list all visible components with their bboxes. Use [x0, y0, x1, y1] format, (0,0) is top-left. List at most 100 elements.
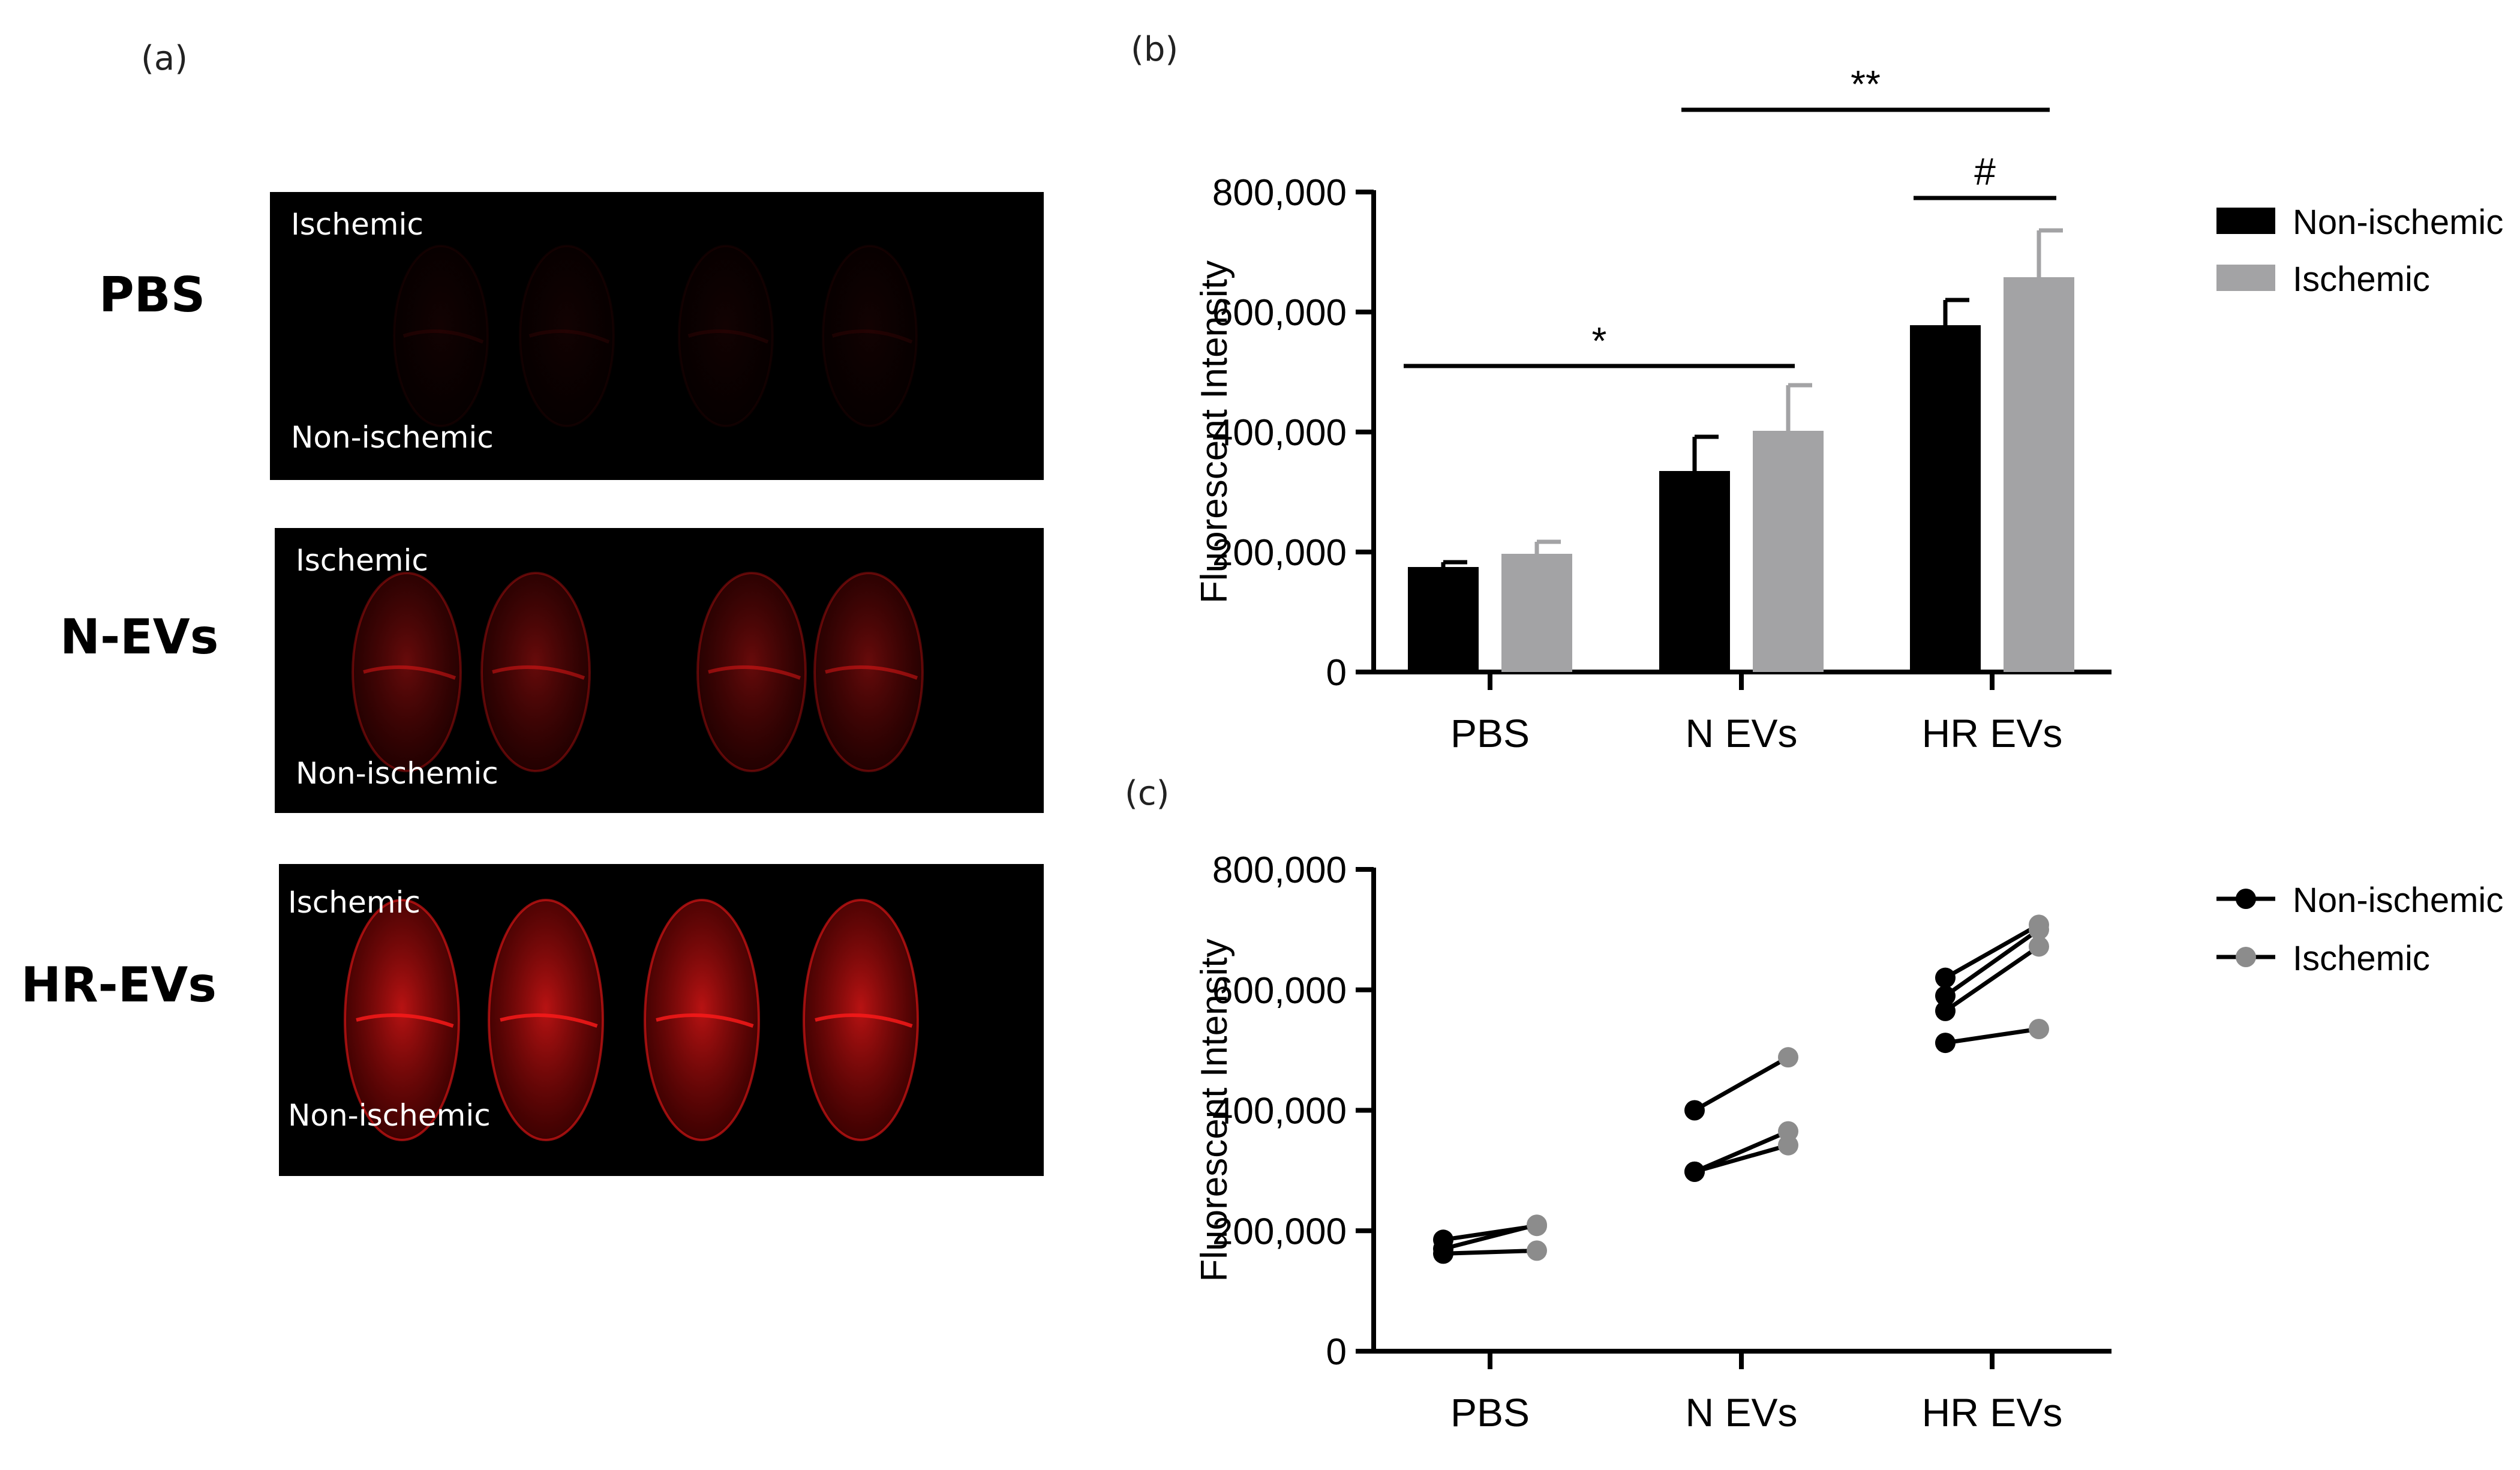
brain-slice — [813, 572, 924, 772]
point-ischemic — [2029, 919, 2049, 940]
bar — [1659, 471, 1730, 672]
bar — [1501, 554, 1572, 672]
point-ischemic — [1778, 1135, 1798, 1156]
tissue-slices-pbs — [393, 245, 918, 427]
point-non-ischemic — [1935, 1033, 1956, 1054]
panel-label-b: (b) — [1131, 30, 1179, 69]
slice-midline — [363, 665, 456, 680]
y-tick-label: 800,000 — [1212, 172, 1347, 214]
row-label-n-evs: N-EVs — [60, 609, 219, 665]
legend-marker — [2236, 889, 2256, 909]
legend-marker — [2236, 947, 2256, 967]
pair-line — [1693, 1055, 1789, 1112]
pair-line — [1945, 1027, 2040, 1045]
point-non-ischemic — [1433, 1243, 1453, 1264]
bar — [1910, 325, 1981, 672]
bar-chart: 0 200,000 400,000 600,000 800,000 PBS N EVs HR … — [1194, 62, 2503, 755]
y-tick-label: 0 — [1326, 1331, 1347, 1373]
y-tick-label: 600,000 — [1212, 292, 1347, 334]
slice-midline — [492, 665, 585, 680]
paired-line-chart: 0 200,000 400,000 600,000 800,000 PBS N EVs HR … — [1194, 850, 2503, 1435]
panel-label-c: (c) — [1125, 774, 1170, 813]
y-tick-label: 0 — [1326, 652, 1347, 694]
y-axis-title: Fluorescent Intensity — [1194, 938, 1235, 1282]
ischemic-label: Ischemic — [288, 885, 420, 920]
x-tick-label: PBS — [1450, 1390, 1530, 1435]
y-tick-label: 200,000 — [1212, 532, 1347, 574]
point-ischemic — [1527, 1214, 1547, 1235]
slice-midline — [500, 1013, 598, 1028]
pair-line — [1694, 1143, 1789, 1174]
image-n-evs: Ischemic Non-ischemic — [275, 528, 1044, 813]
non-ischemic-label: Non-ischemic — [291, 420, 494, 455]
tissue-slices-hr-evs — [344, 899, 919, 1141]
y-tick-label: 800,000 — [1212, 850, 1347, 891]
pair-line — [1944, 944, 2040, 1013]
slice-midline — [403, 329, 484, 344]
slice-midline — [687, 329, 769, 344]
brain-slice — [803, 899, 919, 1141]
image-hr-evs: Ischemic Non-ischemic — [279, 864, 1044, 1176]
slice-midline — [656, 1013, 754, 1028]
point-non-ischemic — [1684, 1100, 1705, 1121]
y-tick-label: 200,000 — [1212, 1211, 1347, 1252]
non-ischemic-label: Non-ischemic — [296, 756, 498, 791]
slice-midline — [356, 1013, 454, 1028]
brain-slice — [352, 572, 462, 772]
row-label-pbs: PBS — [99, 267, 206, 323]
panel-label-a: (a) — [141, 39, 188, 78]
legend-label: Non-ischemic — [2293, 881, 2503, 920]
ischemic-label: Ischemic — [296, 543, 428, 578]
brain-slice — [480, 572, 591, 772]
slice-midline — [528, 329, 610, 344]
slice-midline — [825, 665, 918, 680]
brain-slice — [696, 572, 807, 772]
point-non-ischemic — [1935, 985, 1956, 1006]
brain-slice — [519, 245, 615, 427]
slice-midline — [708, 665, 801, 680]
significance-label: ** — [1851, 62, 1881, 106]
legend-swatch — [2216, 208, 2275, 234]
point-ischemic — [2029, 1018, 2049, 1039]
point-non-ischemic — [1684, 1161, 1705, 1182]
x-tick-label: PBS — [1450, 711, 1530, 755]
y-tick-label: 400,000 — [1212, 1091, 1347, 1132]
non-ischemic-label: Non-ischemic — [288, 1098, 491, 1133]
brain-slice — [644, 899, 760, 1141]
legend-label: Ischemic — [2293, 260, 2430, 299]
y-tick-label: 600,000 — [1212, 970, 1347, 1012]
x-tick-label: HR EVs — [1922, 711, 2063, 755]
x-tick-label: HR EVs — [1922, 1390, 2063, 1435]
point-non-ischemic — [1935, 1000, 1956, 1021]
brain-slice — [344, 899, 460, 1141]
significance-label: # — [1974, 150, 1996, 193]
x-tick-label: N EVs — [1685, 1390, 1797, 1435]
slice-midline — [815, 1013, 913, 1028]
image-pbs: Ischemic Non-ischemic — [270, 192, 1044, 480]
y-axis-title: Fluorescent Intensity — [1194, 260, 1235, 604]
pair-line — [1443, 1222, 1537, 1251]
point-ischemic — [1527, 1240, 1547, 1261]
pair-line — [1944, 928, 2041, 998]
point-non-ischemic — [1935, 967, 1956, 988]
tissue-slices-n-evs — [352, 572, 924, 772]
brain-slice — [393, 245, 489, 427]
pair-line — [1944, 923, 2040, 980]
significance-label: * — [1592, 319, 1607, 362]
legend-label: Ischemic — [2293, 939, 2430, 978]
bar — [1753, 431, 1824, 672]
y-tick-label: 400,000 — [1212, 412, 1347, 454]
point-ischemic — [1778, 1047, 1798, 1068]
brain-slice — [822, 245, 918, 427]
slice-midline — [831, 329, 913, 344]
row-label-hr-evs: HR-EVs — [21, 957, 217, 1013]
brain-slice — [678, 245, 774, 427]
bar — [1408, 567, 1479, 672]
legend-swatch — [2216, 265, 2275, 291]
pair-line — [1693, 1129, 1789, 1174]
legend-label: Non-ischemic — [2293, 203, 2503, 242]
pair-line — [1443, 1248, 1537, 1256]
brain-slice — [488, 899, 604, 1141]
point-ischemic — [2029, 936, 2049, 957]
ischemic-label: Ischemic — [291, 207, 423, 242]
